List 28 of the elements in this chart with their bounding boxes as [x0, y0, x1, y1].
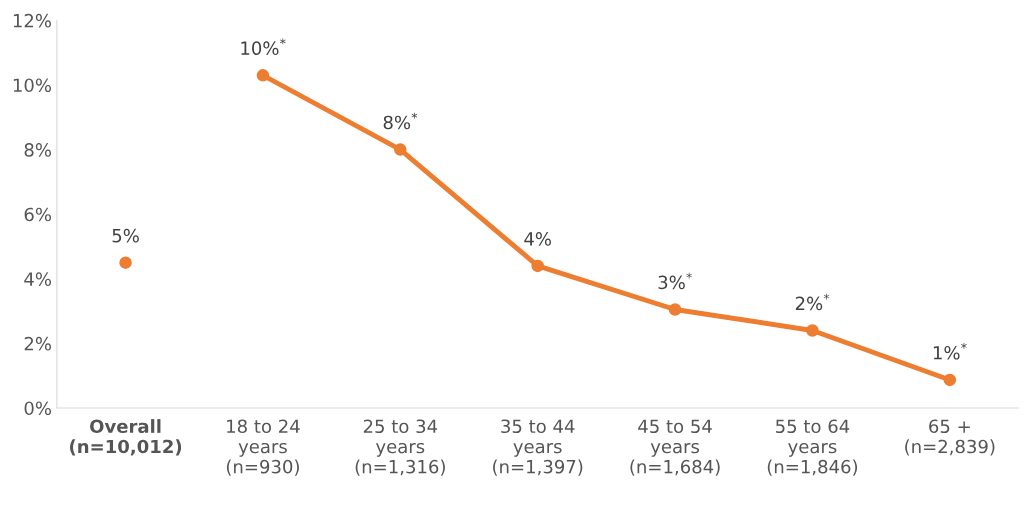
- x-tick-label: 65 + (n=2,839): [905, 419, 995, 456]
- data-label: 5%: [112, 228, 139, 243]
- data-label: 8%$^{*}$: [383, 112, 418, 130]
- data-label: 10%$^{*}$: [241, 38, 286, 56]
- data-label: 2%$^{*}$: [795, 293, 830, 311]
- y-tick-label: 0%: [24, 401, 52, 416]
- point: [256, 69, 270, 82]
- point: [943, 373, 957, 387]
- y-tick-label: 4%: [24, 272, 52, 286]
- x-tick-label: 55 to 64 years (n=1,846): [767, 419, 858, 476]
- data-label: 4%: [524, 232, 552, 246]
- point: [119, 256, 132, 269]
- y-tick-label: 10%: [13, 78, 52, 93]
- point: [531, 259, 544, 273]
- data-label: 3%$^{*}$: [658, 272, 692, 290]
- y-tick-label: 6%: [24, 207, 52, 222]
- x-tick-label: 45 to 54 years (n=1,684): [630, 419, 720, 476]
- x-tick-label: 18 to 24 years (n=930): [226, 419, 300, 476]
- x-tick-label: 25 to 34 years (n=1,316): [355, 419, 445, 476]
- y-tick-label: 8%: [24, 143, 52, 157]
- data-label: 1%$^{*}$: [933, 343, 967, 360]
- point: [806, 324, 819, 337]
- y-tick-label: 12%: [13, 13, 52, 28]
- x-tick-label: Overall (n=10,012): [70, 419, 182, 456]
- y-tick-label: 2%: [24, 336, 52, 351]
- x-tick-label: 35 to 44 years (n=1,397): [493, 419, 583, 476]
- point: [394, 143, 407, 156]
- point: [668, 303, 682, 316]
